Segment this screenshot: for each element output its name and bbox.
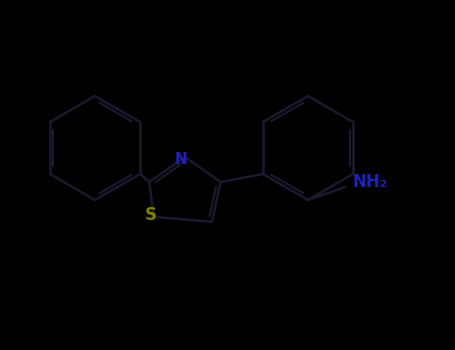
Text: N: N (175, 152, 187, 167)
Text: S: S (145, 206, 157, 224)
Text: NH₂: NH₂ (353, 173, 388, 191)
